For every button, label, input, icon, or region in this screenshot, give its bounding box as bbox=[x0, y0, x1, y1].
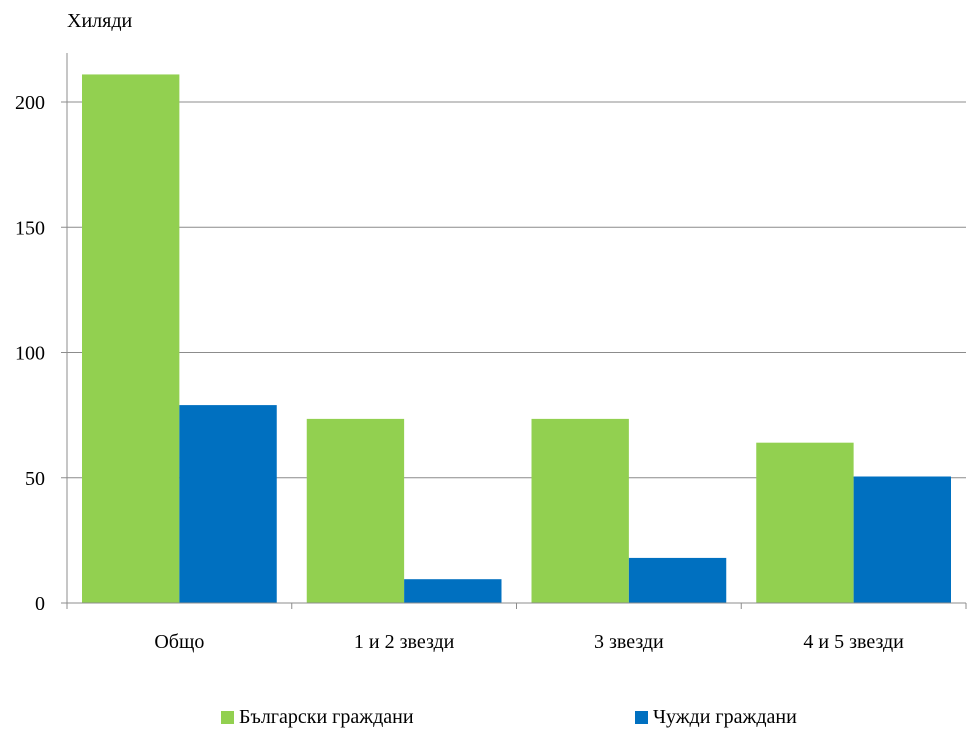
legend-label: Чужди граждани bbox=[653, 706, 797, 728]
x-tick-label: 1 и 2 звезди bbox=[354, 631, 455, 653]
x-tick-label: Общо bbox=[154, 631, 204, 653]
bar bbox=[756, 442, 854, 603]
y-tick-label: 0 bbox=[35, 593, 45, 615]
x-tick-label: 4 и 5 звезди bbox=[803, 631, 904, 653]
bar bbox=[853, 476, 951, 603]
y-tick-label: 150 bbox=[15, 217, 45, 239]
legend-swatch bbox=[221, 710, 234, 724]
y-tick-label: 50 bbox=[25, 468, 45, 490]
x-axis-ticks: Общо 1 и 2 звезди 3 звезди 4 и 5 звезди bbox=[66, 603, 967, 653]
bar bbox=[82, 74, 180, 603]
legend: Български граждани Чужди граждани bbox=[0, 703, 969, 731]
legend-label: Български граждани bbox=[239, 706, 414, 728]
bars bbox=[82, 74, 951, 603]
y-tick-label: 100 bbox=[15, 343, 45, 365]
x-tick-label: 3 звезди bbox=[594, 631, 664, 653]
y-axis-ticks: 0 50 100 150 200 bbox=[15, 92, 67, 615]
bar bbox=[179, 405, 277, 603]
legend-item: Български граждани bbox=[221, 703, 414, 731]
y-tick-label: 200 bbox=[15, 92, 45, 114]
bar bbox=[404, 579, 502, 603]
bar bbox=[306, 418, 405, 603]
legend-swatch bbox=[635, 710, 648, 724]
legend-item: Чужди граждани bbox=[635, 703, 797, 731]
y-axis-unit-label: Хиляди bbox=[67, 10, 133, 32]
bar bbox=[628, 557, 727, 603]
bar bbox=[531, 418, 629, 603]
